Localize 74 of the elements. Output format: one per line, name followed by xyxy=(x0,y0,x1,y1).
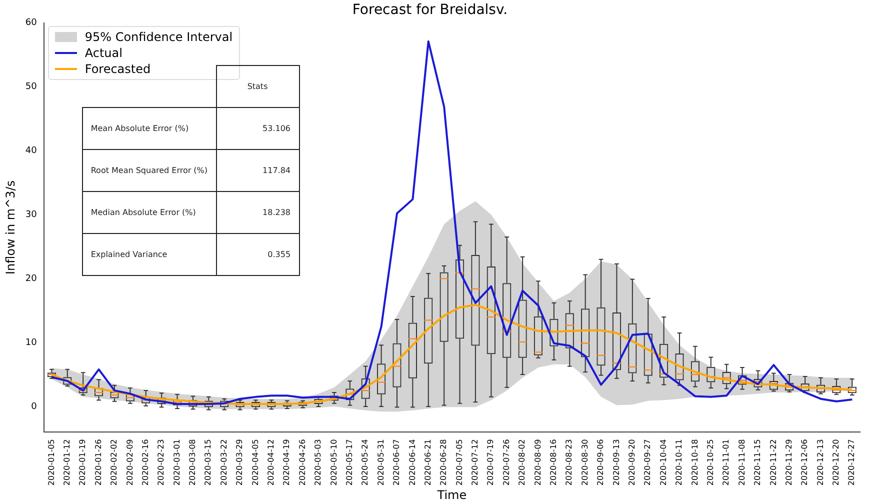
y-tick-label: 30 xyxy=(25,210,38,220)
x-tick-label: 2020-05-03 xyxy=(314,439,323,486)
x-tick-label: 2020-06-07 xyxy=(392,439,402,486)
x-tick-label: 2020-05-10 xyxy=(329,439,338,486)
x-tick-label: 2020-06-14 xyxy=(408,439,417,486)
x-tick-label: 2020-04-19 xyxy=(282,439,292,486)
x-axis-title: Time xyxy=(436,488,467,502)
x-tick-label: 2020-11-15 xyxy=(753,439,762,486)
x-tick-label: 2020-04-26 xyxy=(298,439,307,486)
x-tick-label: 2020-11-08 xyxy=(737,439,746,486)
x-tick-label: 2020-09-06 xyxy=(596,439,606,486)
x-tick-label: 2020-02-02 xyxy=(110,439,119,486)
x-tick-label: 2020-08-23 xyxy=(564,439,574,486)
x-tick-label: 2020-08-16 xyxy=(549,439,558,486)
chart-title: Forecast for Breidalsv. xyxy=(352,2,508,18)
x-tick-label: 2020-01-05 xyxy=(46,439,56,486)
x-tick-label: 2020-04-05 xyxy=(250,439,260,486)
x-tick-label: 2020-01-12 xyxy=(62,439,72,486)
x-tick-label: 2020-12-27 xyxy=(847,439,856,486)
x-tick-label: 2020-12-06 xyxy=(800,439,810,486)
x-tick-label: 2020-08-30 xyxy=(580,439,590,486)
y-tick-label: 60 xyxy=(25,18,38,28)
x-tick-label: 2020-10-25 xyxy=(706,439,715,486)
x-tick-label: 2020-04-12 xyxy=(266,439,276,486)
annotation: 53.106 xyxy=(216,107,300,150)
x-tick-label: 2020-08-02 xyxy=(518,439,527,486)
x-tick-label: 2020-02-23 xyxy=(156,439,166,486)
legend-label: Actual xyxy=(84,44,122,61)
x-tick-label: 2020-01-26 xyxy=(94,439,103,486)
x-tick-label: 2020-10-04 xyxy=(658,439,668,486)
x-tick-label: 2020-07-12 xyxy=(470,439,480,486)
x-tick-label: 2020-07-19 xyxy=(486,439,496,486)
x-tick-label: 2020-03-08 xyxy=(188,439,198,486)
annotation: 117.84 xyxy=(216,149,300,192)
y-tick-label: 50 xyxy=(25,82,38,92)
annotation: Root Mean Squared Error (%) xyxy=(82,149,216,192)
x-tick-label: 2020-07-05 xyxy=(454,439,464,486)
x-tick-label: 2020-12-20 xyxy=(832,439,841,486)
x-tick-label: 2020-08-09 xyxy=(533,439,542,486)
x-tick-label: 2020-11-29 xyxy=(784,439,794,486)
annotation: 18.238 xyxy=(216,191,300,234)
x-tick-label: 2020-10-11 xyxy=(674,439,684,486)
x-tick-label: 2020-11-01 xyxy=(722,439,731,486)
x-tick-label: 2020-05-24 xyxy=(360,439,370,486)
legend-label: 95% Confidence Interval xyxy=(84,28,233,45)
y-axis-title: Inflow in m^3/s xyxy=(3,180,18,275)
x-tick-label: 2020-05-31 xyxy=(376,439,386,486)
x-tick-label: 2020-09-27 xyxy=(643,439,652,486)
y-tick-label: 0 xyxy=(31,402,38,412)
y-tick-label: 20 xyxy=(25,274,38,284)
x-tick-label: 2020-09-20 xyxy=(628,439,636,486)
x-tick-label: 2020-06-28 xyxy=(439,439,448,486)
x-tick-label: 2020-03-22 xyxy=(219,439,228,486)
x-tick-label: 2020-03-15 xyxy=(204,439,213,486)
x-tick-label: 2020-05-17 xyxy=(344,439,354,486)
annotation: Median Absolute Error (%) xyxy=(82,191,216,234)
x-tick-label: 2020-03-01 xyxy=(172,439,182,486)
legend-label: Forecasted xyxy=(84,60,151,77)
x-tick-label: 2020-01-19 xyxy=(78,439,88,486)
x-tick-label: 2020-09-13 xyxy=(612,439,621,486)
annotation: Mean Absolute Error (%) xyxy=(82,107,216,150)
x-tick-label: 2020-10-18 xyxy=(690,439,700,486)
annotation: 0.355 xyxy=(216,233,300,276)
x-tick-label: 2020-02-09 xyxy=(125,439,134,486)
annotation: Explained Variance xyxy=(82,233,216,276)
y-tick-label: 40 xyxy=(25,146,38,156)
annotation: Stats xyxy=(216,65,300,108)
x-tick-label: 2020-11-22 xyxy=(768,439,778,486)
x-tick-label: 2020-02-16 xyxy=(140,439,150,486)
y-tick-label: 10 xyxy=(25,338,38,348)
x-tick-label: 2020-12-13 xyxy=(816,439,825,486)
x-tick-label: 2020-06-21 xyxy=(423,439,432,486)
x-tick-label: 2020-07-26 xyxy=(502,439,511,486)
x-tick-label: 2020-03-29 xyxy=(235,439,244,486)
